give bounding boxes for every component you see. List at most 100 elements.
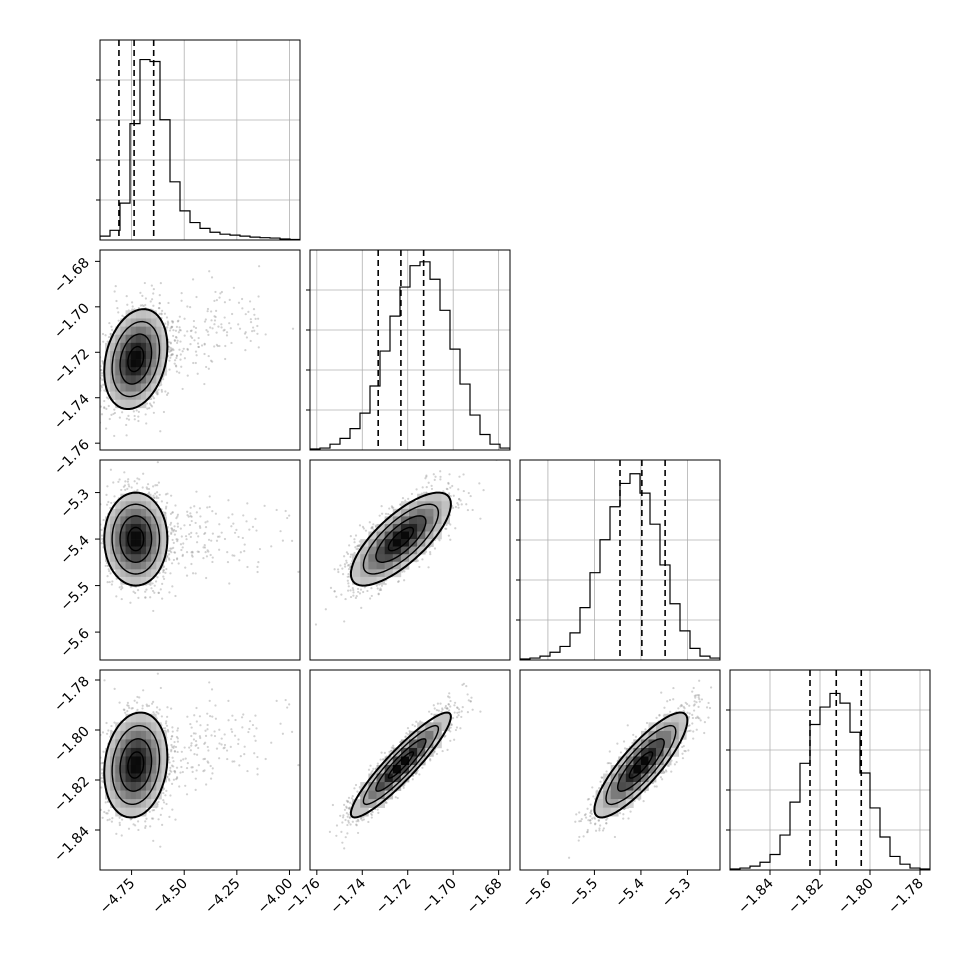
sample-point <box>151 395 154 398</box>
sample-point <box>255 529 258 532</box>
sample-point <box>197 535 200 538</box>
sample-point <box>188 523 192 527</box>
sample-point <box>195 354 198 357</box>
sample-point <box>241 536 244 540</box>
sample-point <box>152 401 156 404</box>
sample-point <box>135 409 138 412</box>
sample-point <box>248 300 252 303</box>
sample-point <box>181 387 184 391</box>
sample-point <box>170 349 173 352</box>
density-cell <box>125 501 131 510</box>
sample-point <box>190 336 194 339</box>
sample-point <box>190 531 193 534</box>
density-cell <box>135 334 142 344</box>
sample-point <box>91 538 93 540</box>
sample-point <box>218 296 221 299</box>
sample-point <box>93 389 95 391</box>
sample-point <box>117 480 120 483</box>
sample-point <box>449 486 452 489</box>
sample-point <box>160 383 163 386</box>
sample-point <box>215 343 218 346</box>
sample-point <box>174 335 178 339</box>
sample-point <box>384 512 388 515</box>
density-cell <box>120 399 126 409</box>
sample-point <box>109 572 112 575</box>
sample-point <box>133 480 136 483</box>
sample-point <box>86 532 88 534</box>
histogram-1 <box>310 261 510 450</box>
sample-point <box>425 486 428 489</box>
sample-point <box>143 281 146 285</box>
density-cell <box>161 326 167 336</box>
density-cell <box>130 375 137 384</box>
histogram-3 <box>730 692 930 870</box>
sample-point <box>230 525 233 528</box>
sample-point <box>175 356 178 360</box>
sample-point <box>231 513 234 516</box>
panel-hist-2 <box>516 459 721 661</box>
sample-point <box>235 528 238 531</box>
density-cell <box>161 531 167 540</box>
sample-point <box>162 569 165 572</box>
sample-point <box>156 391 159 394</box>
sample-point <box>275 508 278 512</box>
sample-point <box>144 297 148 300</box>
sample-point <box>186 330 189 333</box>
sample-point <box>169 327 172 330</box>
sample-point <box>457 506 460 509</box>
sample-point <box>401 570 404 573</box>
sample-point <box>107 335 111 339</box>
sample-point <box>256 570 259 574</box>
sample-point <box>368 521 371 524</box>
density-cell <box>140 493 147 502</box>
density-cell <box>105 539 111 547</box>
sample-point <box>105 503 109 506</box>
sample-point <box>216 535 220 538</box>
sample-point <box>125 434 128 437</box>
sample-point <box>129 585 132 588</box>
sample-point <box>107 397 110 400</box>
panel-frame <box>99 249 301 451</box>
density-cell <box>115 367 121 376</box>
sample-point <box>197 550 200 553</box>
sample-point <box>210 310 213 313</box>
sample-point <box>410 492 414 496</box>
sample-point <box>215 298 218 302</box>
sample-point <box>421 486 424 489</box>
sample-point <box>171 347 174 351</box>
sample-point <box>206 307 210 311</box>
sample-point <box>256 565 259 568</box>
sample-point <box>349 562 353 565</box>
sample-point <box>206 506 209 509</box>
panel-2d-2-1 <box>309 459 511 661</box>
panel-2d-2-0 <box>86 459 301 661</box>
sample-point <box>145 588 148 591</box>
sample-point <box>196 372 199 375</box>
sample-point <box>364 529 368 532</box>
sample-point <box>136 477 139 480</box>
sample-point <box>232 522 235 525</box>
sample-point <box>162 577 166 581</box>
sample-point <box>165 393 169 396</box>
sample-point <box>150 284 153 287</box>
sample-point <box>203 382 206 386</box>
sample-point <box>186 374 189 377</box>
sample-point <box>108 417 111 421</box>
histogram-0 <box>100 58 300 240</box>
sample-point <box>447 482 450 485</box>
sample-point <box>92 373 94 375</box>
sample-point <box>112 412 115 416</box>
sample-point <box>203 546 207 549</box>
sample-point <box>181 350 184 353</box>
density-cell <box>125 318 131 327</box>
density-cell <box>161 342 167 352</box>
sample-point <box>172 334 175 338</box>
sample-point <box>109 506 112 510</box>
sample-point <box>167 345 171 349</box>
sample-point <box>203 352 206 356</box>
density-cell <box>120 539 126 547</box>
density-cell <box>146 318 152 327</box>
sample-point <box>174 329 178 332</box>
sample-point <box>105 396 109 399</box>
sample-point <box>173 359 177 362</box>
